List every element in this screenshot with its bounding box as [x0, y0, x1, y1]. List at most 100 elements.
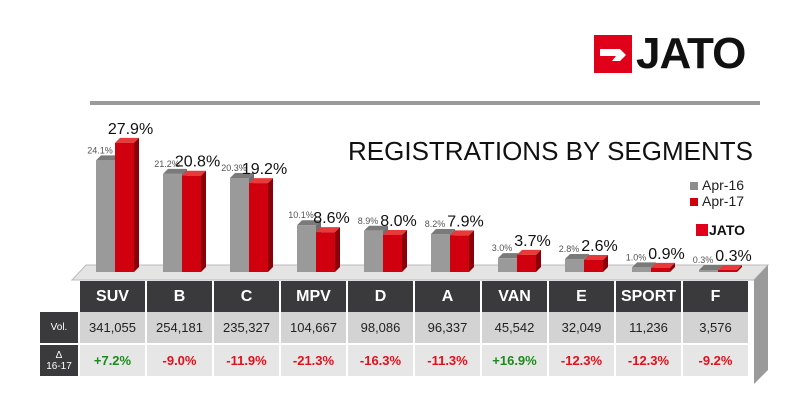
delta-cell: -11.9% — [213, 344, 281, 376]
bar-apr17-a — [450, 235, 469, 272]
bar-top — [115, 137, 139, 143]
bar-apr16-e — [565, 259, 584, 272]
table-side — [754, 265, 768, 384]
data-table: SUV B C MPV D A VAN E SPORT F Vol. 341,055 254,181 2… — [40, 281, 750, 376]
volume-cell: 235,327 — [213, 312, 281, 345]
bar-top — [182, 170, 206, 176]
bar-apr16-d — [364, 230, 383, 272]
bar-side — [134, 137, 139, 272]
legend-label: Apr-17 — [702, 193, 745, 209]
legend-item-apr17: Apr-17 — [690, 193, 744, 209]
data-label-apr17: 27.9% — [108, 121, 153, 138]
volume-cell: 104,667 — [280, 312, 348, 345]
bar-apr16-a — [431, 234, 450, 272]
delta-cell: -11.3% — [414, 344, 482, 376]
bar-side — [402, 229, 407, 272]
bar-apr17-b — [182, 175, 201, 272]
bar-side — [335, 227, 340, 272]
bar-apr16-suv — [96, 160, 115, 272]
segment-header: SUV — [79, 281, 147, 312]
data-label-apr17: 7.9% — [447, 213, 483, 230]
delta-cell: -9.2% — [682, 344, 750, 376]
data-label-apr16: 0.3% — [693, 255, 714, 265]
data-label-apr16: 20.3% — [221, 163, 247, 173]
data-label-apr17: 2.6% — [581, 238, 617, 255]
bar-top — [431, 229, 455, 235]
bar-top — [565, 254, 589, 260]
segment-header: C — [213, 281, 281, 312]
bar-apr17-e — [584, 259, 603, 272]
data-label-apr16: 1.0% — [626, 252, 647, 262]
bar-top — [699, 265, 723, 270]
segment-header: D — [347, 281, 415, 312]
logo-text: JATO — [636, 29, 746, 78]
bar-top — [249, 178, 273, 184]
bar-top — [383, 229, 407, 235]
delta-cell: +16.9% — [481, 344, 549, 376]
volume-cell: 96,337 — [414, 312, 482, 345]
volume-cell: 32,049 — [548, 312, 616, 345]
bar-side — [469, 230, 474, 272]
data-label-apr16: 10.1% — [288, 210, 314, 220]
bar-top — [96, 155, 120, 161]
bar-top — [316, 227, 340, 233]
data-label-apr17: 0.3% — [715, 248, 751, 265]
bar-apr17-sport — [651, 267, 670, 272]
bar-top — [718, 265, 742, 270]
data-label-apr17: 19.2% — [242, 161, 287, 178]
bar-apr16-mpv — [297, 225, 316, 272]
segment-header: VAN — [481, 281, 549, 312]
legend: Apr-16 Apr-17 — [690, 177, 744, 209]
segment-header: MPV — [280, 281, 348, 312]
delta-cell: +7.2% — [79, 344, 147, 376]
bar-apr17-c — [249, 183, 268, 272]
data-label-apr17: 8.6% — [313, 210, 349, 227]
segment-header: F — [682, 281, 750, 312]
bar-top — [297, 220, 321, 226]
bar-top — [632, 262, 656, 268]
segment-header: A — [414, 281, 482, 312]
bar-side — [268, 178, 273, 272]
data-label-apr16: 8.2% — [425, 219, 446, 229]
delta-label: Δ 16-17 — [40, 344, 80, 376]
bar-top — [517, 249, 541, 255]
bar-side — [201, 170, 206, 272]
volume-cell: 341,055 — [79, 312, 147, 345]
segment-header: B — [146, 281, 214, 312]
data-label-apr17: 0.9% — [648, 246, 684, 263]
bar-top — [450, 230, 474, 236]
bar-apr16-b — [163, 173, 182, 272]
data-label-apr16: 8.9% — [358, 216, 379, 226]
data-label-apr16: 3.0% — [492, 243, 513, 253]
data-label-apr17: 3.7% — [514, 233, 550, 250]
bar-side — [670, 262, 675, 272]
bar-apr16-c — [230, 178, 249, 272]
bar-side — [737, 265, 742, 272]
jato-arrow-icon — [696, 224, 708, 236]
volume-cell: 254,181 — [146, 312, 214, 345]
legend-item-apr16: Apr-16 — [690, 177, 744, 193]
bar-apr17-suv — [115, 142, 134, 272]
bar-apr16-sport — [632, 267, 651, 272]
legend-label: Apr-16 — [702, 177, 745, 193]
data-label-apr16: 24.1% — [87, 145, 113, 155]
bar-apr17-van — [517, 254, 536, 272]
bar-top — [230, 173, 254, 179]
data-label-apr16: 2.8% — [559, 244, 580, 254]
volume-cell: 45,542 — [481, 312, 549, 345]
segment-header: E — [548, 281, 616, 312]
delta-period: 16-17 — [46, 360, 72, 372]
volume-cell: 98,086 — [347, 312, 415, 345]
bar-apr17-d — [383, 234, 402, 272]
delta-cell: -16.3% — [347, 344, 415, 376]
volume-cell: 3,576 — [682, 312, 750, 345]
bar-apr17-mpv — [316, 232, 335, 272]
bar-top — [163, 168, 187, 174]
divider — [90, 101, 760, 105]
delta-cell: -9.0% — [146, 344, 214, 376]
delta-cell: -21.3% — [280, 344, 348, 376]
bar-top — [364, 225, 388, 231]
segment-header: SPORT — [615, 281, 683, 312]
